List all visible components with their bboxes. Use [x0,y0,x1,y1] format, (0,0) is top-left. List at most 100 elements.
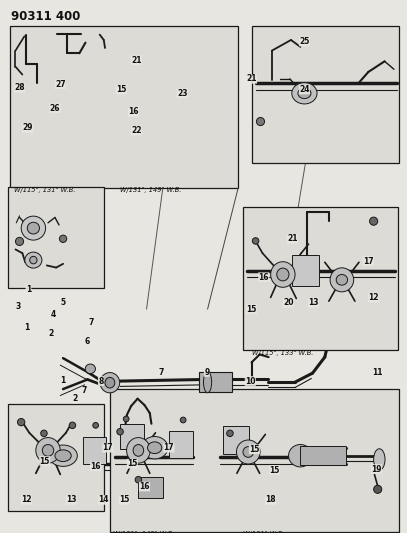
Ellipse shape [100,373,120,393]
Ellipse shape [36,438,60,463]
Bar [199,372,232,392]
Circle shape [117,429,123,435]
Circle shape [59,235,67,243]
Ellipse shape [330,268,354,292]
Text: 25: 25 [299,37,310,46]
Ellipse shape [105,377,115,388]
Bar [10,26,238,188]
Text: 8: 8 [98,377,104,385]
Text: 22: 22 [131,126,142,135]
Text: 27: 27 [55,80,66,88]
Circle shape [69,422,76,429]
Ellipse shape [21,216,46,240]
Text: 15: 15 [119,496,129,504]
Bar [252,26,399,163]
Circle shape [41,430,47,437]
Ellipse shape [243,447,254,457]
Ellipse shape [236,440,260,464]
Circle shape [15,237,24,246]
Ellipse shape [127,438,150,463]
Text: 18: 18 [265,496,276,504]
Bar [300,446,346,465]
Text: 12: 12 [368,293,379,302]
Text: 16: 16 [90,462,101,471]
Bar [8,187,104,288]
Ellipse shape [27,222,39,234]
Text: W/131" W.B.: W/131" W.B. [243,531,285,533]
Ellipse shape [204,372,212,393]
Bar [243,207,398,350]
Text: 13: 13 [66,496,77,504]
Circle shape [227,430,233,437]
Bar [138,477,163,498]
Text: 7: 7 [89,318,94,327]
Text: 2: 2 [73,394,78,403]
Text: W/115", 131" W.B.: W/115", 131" W.B. [14,187,76,192]
Circle shape [180,417,186,423]
Text: 10: 10 [245,377,256,385]
Bar [110,389,399,532]
Bar [8,404,104,511]
Text: 15: 15 [249,445,260,454]
Text: 17: 17 [103,443,113,452]
Circle shape [256,117,265,126]
Text: 17: 17 [363,257,374,265]
Text: 4: 4 [50,310,55,319]
Ellipse shape [271,262,295,287]
Text: 5: 5 [61,298,66,307]
Ellipse shape [147,442,162,454]
Text: 16: 16 [128,108,139,116]
Circle shape [374,485,382,494]
Text: 15: 15 [127,459,138,468]
Text: 9: 9 [204,368,209,376]
Ellipse shape [25,252,42,268]
Circle shape [18,418,25,426]
Text: 15: 15 [39,457,50,465]
Text: 2: 2 [48,329,53,337]
Ellipse shape [277,268,289,281]
Text: 21: 21 [246,75,257,83]
Circle shape [135,477,142,483]
Ellipse shape [289,445,312,467]
Text: 90311 400: 90311 400 [11,10,81,22]
Circle shape [93,423,98,428]
Text: 7: 7 [158,368,164,376]
Ellipse shape [336,274,348,285]
Text: 15: 15 [246,305,257,313]
Ellipse shape [49,445,77,466]
Ellipse shape [142,437,168,459]
Text: 12: 12 [21,496,32,504]
Text: 3: 3 [16,302,21,311]
Text: 29: 29 [22,124,33,132]
Text: 16: 16 [139,482,150,491]
Ellipse shape [85,364,95,374]
Circle shape [123,416,129,422]
Text: W/131", 149" W.B.: W/131", 149" W.B. [120,187,182,192]
Ellipse shape [42,445,54,456]
Ellipse shape [298,88,311,99]
Ellipse shape [30,256,37,264]
Text: 21: 21 [131,56,142,64]
Text: 15: 15 [116,85,127,94]
Circle shape [252,238,259,244]
Text: W/131", 149" W.B.: W/131", 149" W.B. [113,531,175,533]
Ellipse shape [55,450,71,462]
Ellipse shape [374,449,385,470]
Text: 19: 19 [371,465,382,473]
Text: 23: 23 [177,89,188,98]
Text: W/115", 133" W.B.: W/115", 133" W.B. [252,350,313,356]
Text: 13: 13 [308,298,319,307]
Text: 1: 1 [26,285,31,294]
Text: 11: 11 [372,368,383,376]
Text: 17: 17 [164,443,174,452]
Bar [169,431,193,458]
Bar [120,424,144,449]
Text: 6: 6 [85,337,90,345]
Text: 7: 7 [82,386,88,395]
Ellipse shape [292,83,317,104]
Bar [223,426,249,454]
Bar [83,437,106,464]
Text: 28: 28 [14,84,25,92]
Text: 1: 1 [61,376,66,384]
Circle shape [370,217,378,225]
